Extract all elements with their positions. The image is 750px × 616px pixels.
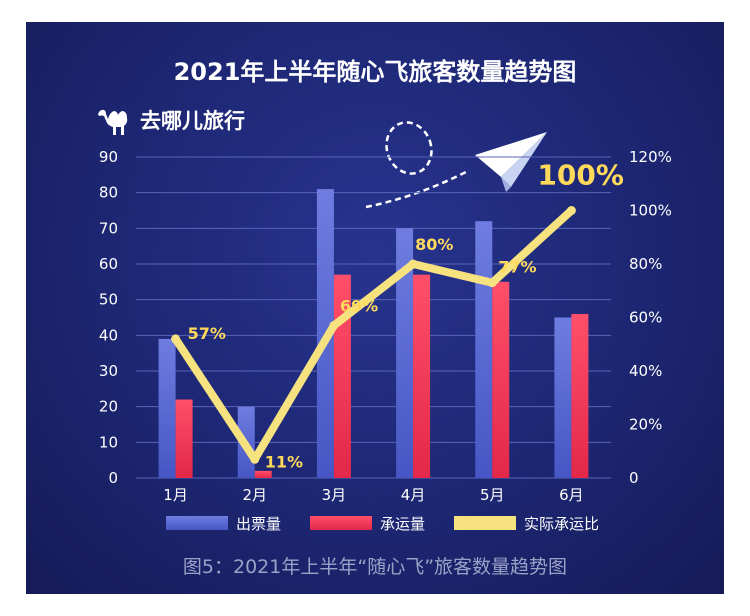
- y-left-tick: 0: [108, 469, 118, 487]
- y-left-tick: 90: [99, 148, 118, 166]
- y-left-tick: 40: [99, 326, 118, 344]
- bar-chengyunliang: [492, 281, 510, 478]
- data-label: 11%: [265, 452, 303, 471]
- x-tick: 4月: [401, 486, 426, 504]
- brand-name: 去哪儿旅行: [140, 109, 245, 133]
- bar-chupiaoliang: [158, 338, 176, 478]
- bar-chupiaoliang: [475, 221, 493, 478]
- bar-chengyunliang: [254, 470, 272, 478]
- y-left-tick: 10: [99, 433, 118, 451]
- data-label: 57%: [188, 324, 226, 343]
- chart-plot: 57% 11% 69% 80% 77% 100% 0 10 20 30 40 50 60 70 80 90 0…: [99, 121, 672, 533]
- y-right-tick: 40%: [629, 362, 662, 380]
- figure-caption: 图5：2021年上半年“随心飞”旅客数量趋势图: [182, 556, 568, 578]
- data-label: 77%: [498, 258, 536, 277]
- bar-chupiaoliang: [554, 317, 572, 478]
- data-label: 100%: [537, 159, 624, 192]
- y-right-tick: 60%: [629, 309, 662, 327]
- bar-chupiaoliang: [396, 228, 414, 478]
- x-tick: 3月: [322, 486, 347, 504]
- line-point: [329, 321, 339, 331]
- chart-title: 2021年上半年随心飞旅客数量趋势图: [173, 58, 577, 86]
- x-tick: 5月: [480, 486, 505, 504]
- bar-chengyunliang: [413, 274, 431, 478]
- paper-plane-icon: [365, 121, 547, 209]
- bar-chengyunliang: [175, 399, 193, 478]
- legend-swatch: [454, 516, 516, 530]
- line-shijichengyunbi: [171, 206, 576, 464]
- line-point: [487, 278, 497, 288]
- y-right-tick: 20%: [629, 416, 662, 434]
- legend-swatch: [166, 516, 228, 530]
- y-right-tick: 120%: [629, 148, 672, 166]
- y-left-tick: 60: [99, 255, 118, 273]
- y-left-tick: 50: [99, 291, 118, 309]
- x-tick: 2月: [242, 486, 267, 504]
- legend-label: 承运量: [380, 515, 425, 533]
- legend-swatch: [310, 516, 372, 530]
- brand: 去哪儿旅行: [96, 100, 245, 140]
- x-tick: 6月: [559, 486, 584, 504]
- y-left-tick: 30: [99, 362, 118, 380]
- y-left-tick: 70: [99, 219, 118, 237]
- legend-label: 出票量: [236, 515, 281, 533]
- line-point: [250, 454, 260, 464]
- line-point: [171, 334, 181, 344]
- legend: 出票量 承运量 实际承运比: [166, 515, 599, 533]
- chart-card: 2021年上半年随心飞旅客数量趋势图 去哪儿旅行 57% 11% 69% 80% 77%…: [26, 22, 724, 594]
- y-left-tick: 20: [99, 398, 118, 416]
- data-label: 80%: [415, 235, 453, 254]
- y-right-tick: 80%: [629, 255, 662, 273]
- bar-chengyunliang: [571, 313, 589, 478]
- camel-icon: [98, 109, 128, 135]
- x-tick: 1月: [163, 486, 188, 504]
- line-point: [566, 206, 576, 215]
- y-left-tick: 80: [99, 184, 118, 202]
- data-label: 69%: [340, 297, 378, 316]
- line-point: [408, 259, 418, 269]
- y-right-tick: 0: [629, 469, 639, 487]
- y-right-tick: 100%: [629, 202, 672, 220]
- legend-label: 实际承运比: [524, 515, 599, 533]
